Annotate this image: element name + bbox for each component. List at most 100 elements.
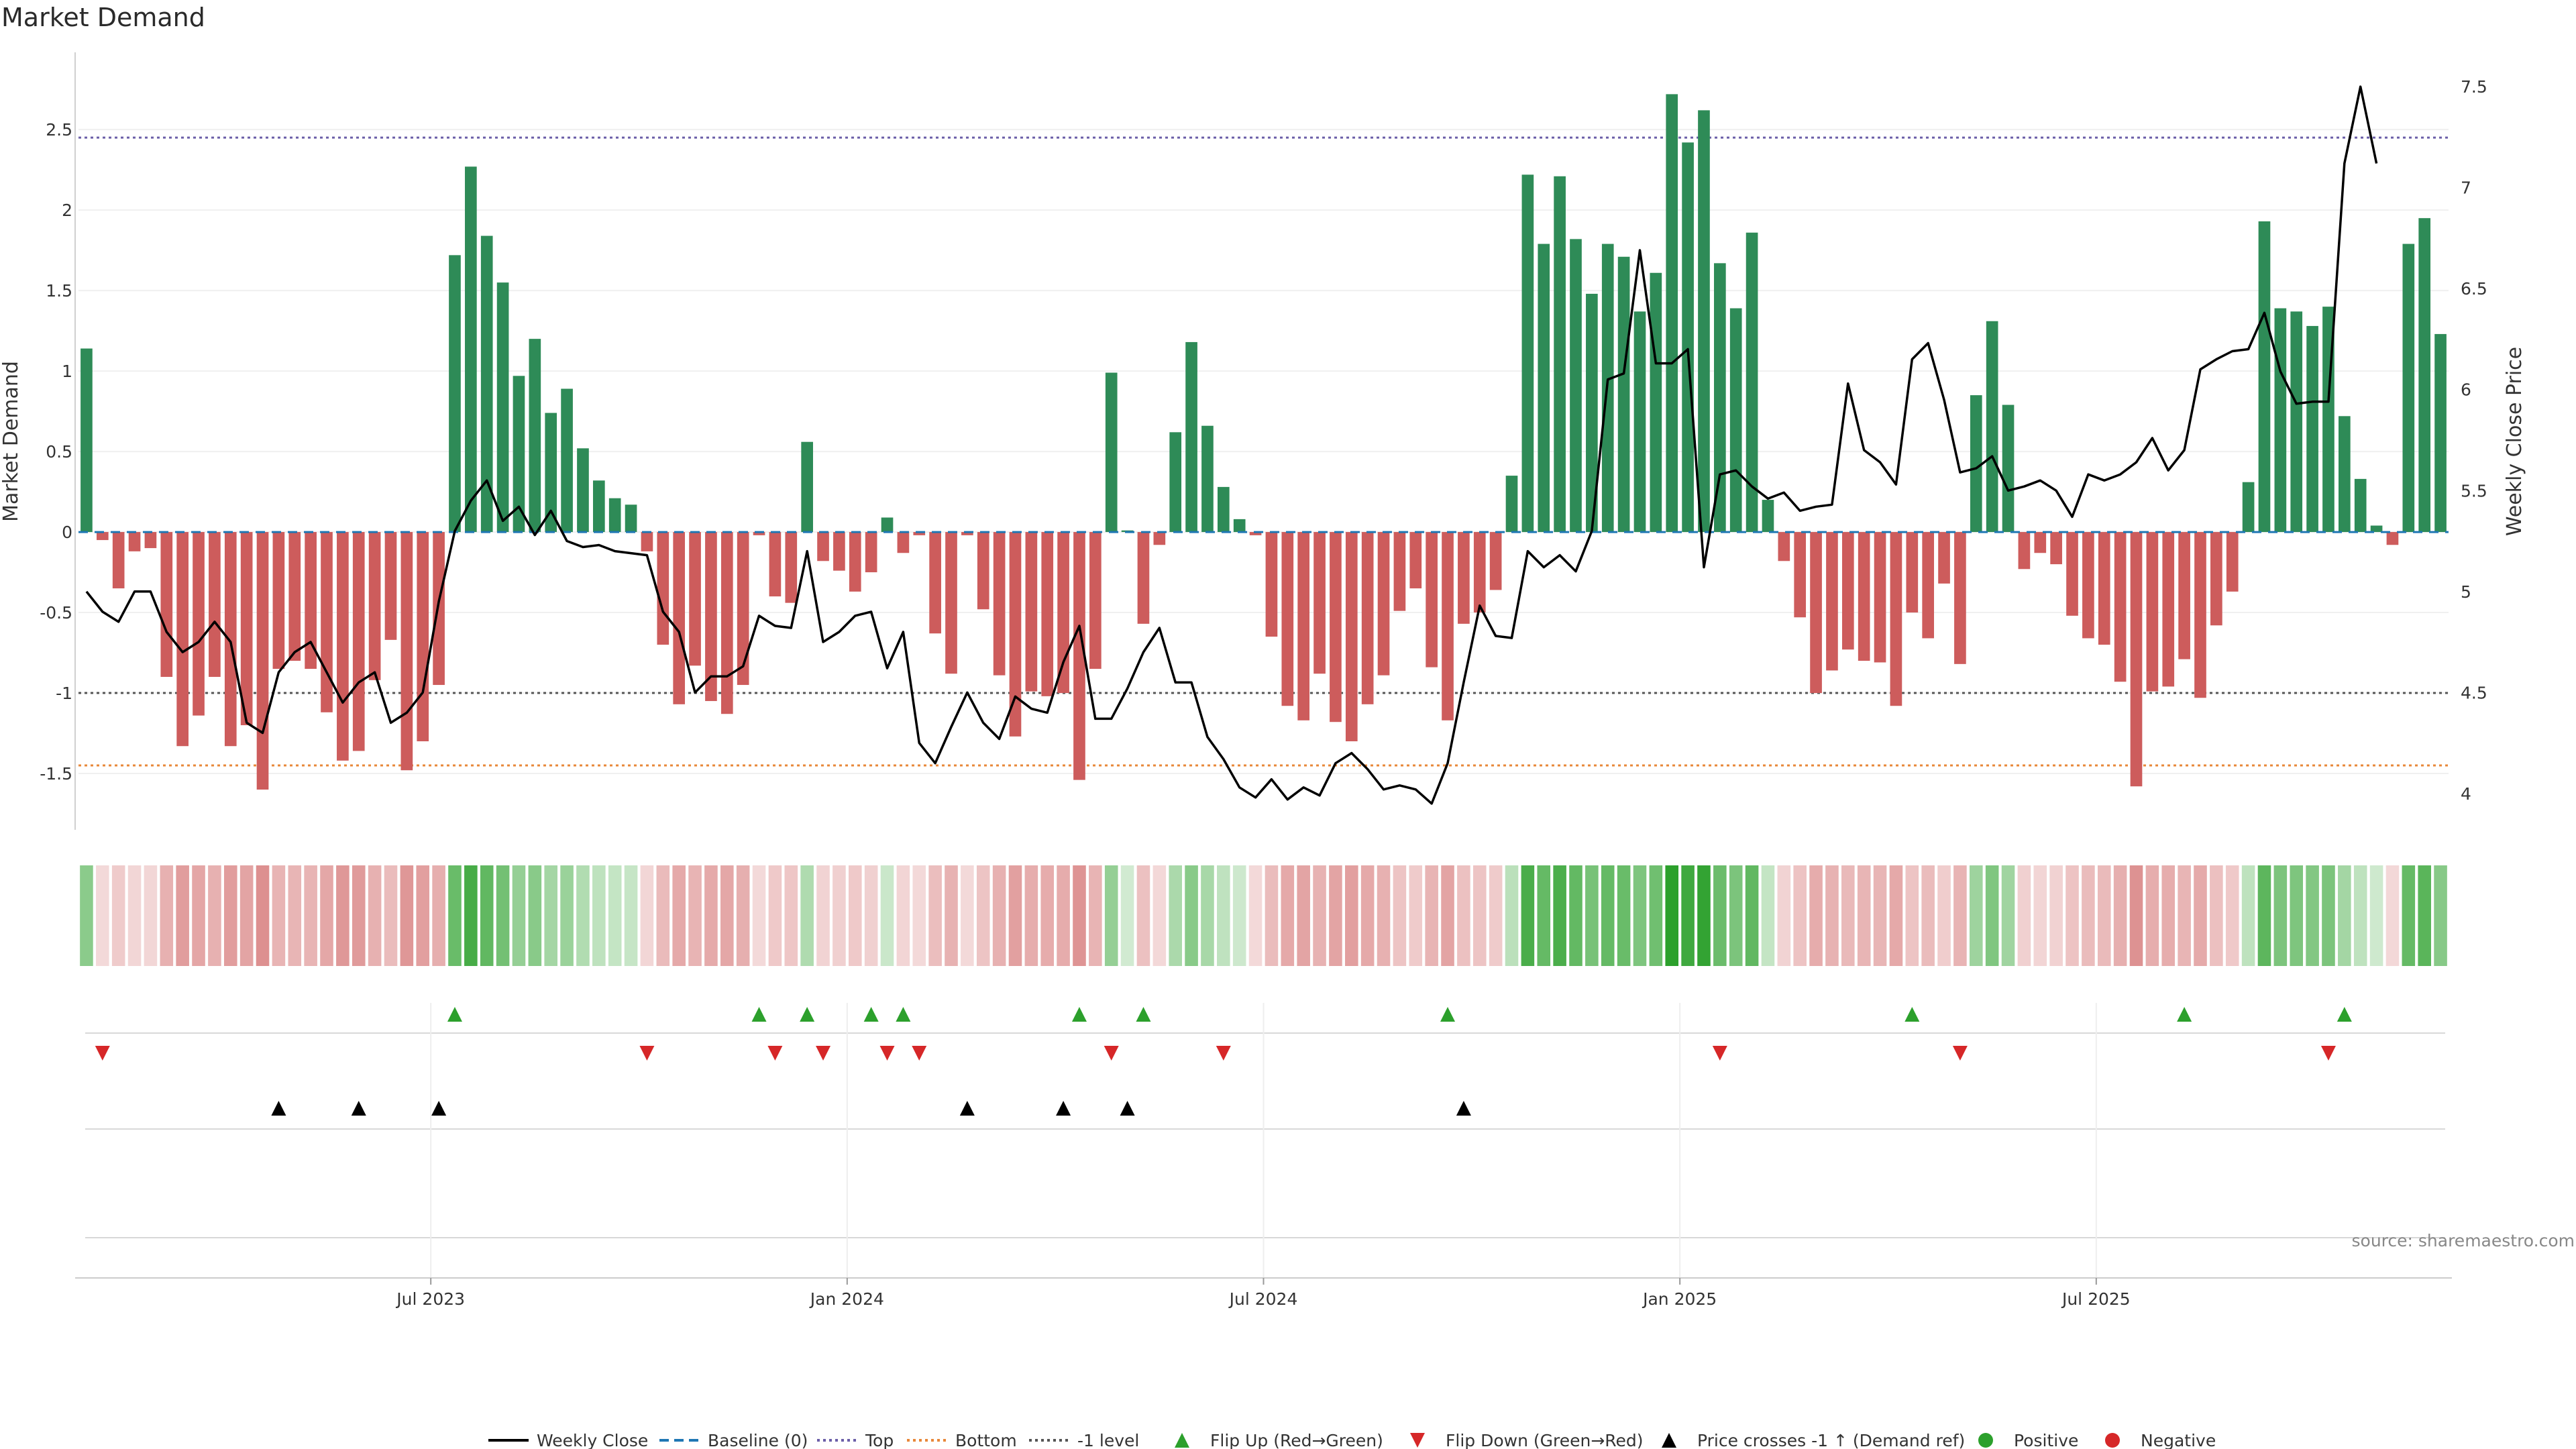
demand-bar [2034, 532, 2047, 553]
heat-strip-cell [1809, 865, 1823, 966]
heat-strip-cell [800, 865, 814, 966]
demand-bar [1426, 532, 1438, 667]
heat-strip-cell [1489, 865, 1503, 966]
demand-bar [1746, 232, 1758, 533]
demand-bar [1281, 532, 1294, 706]
demand-bar [705, 532, 717, 702]
demand-bar [865, 532, 877, 573]
heat-strip-cell [576, 865, 590, 966]
heat-strip-cell [1409, 865, 1423, 966]
heat-strip-cell [1073, 865, 1086, 966]
x-tick-label: Jul 2025 [2061, 1289, 2131, 1309]
demand-bar [352, 532, 365, 751]
demand-bar [1201, 425, 1214, 533]
demand-bar [2178, 532, 2190, 659]
flip-up-marker [1904, 1007, 1920, 1022]
heat-strip-cell [864, 865, 878, 966]
demand-bar [176, 532, 189, 747]
demand-bar [417, 532, 429, 742]
demand-bar [2226, 532, 2239, 592]
flip-down-marker [1952, 1046, 1968, 1061]
heat-strip-cell [1024, 865, 1038, 966]
demand-bar [224, 532, 237, 747]
heat-strip-cell [1201, 865, 1214, 966]
demand-bar [513, 376, 525, 533]
demand-bar [256, 532, 269, 790]
heat-strip-cell [1649, 865, 1663, 966]
heat-strip-cell [2178, 865, 2191, 966]
flip-up-marker [1071, 1007, 1087, 1022]
demand-bar [1458, 532, 1470, 624]
demand-bar [1666, 94, 1678, 533]
legend-swatch-tri-up-black [1662, 1433, 1676, 1448]
demand-bar [209, 532, 221, 678]
demand-bar [561, 388, 573, 533]
y-tick-label: -1.5 [40, 764, 72, 784]
flip-up-marker [1136, 1007, 1151, 1022]
demand-bar [577, 448, 589, 533]
heat-strip-cell [2225, 865, 2239, 966]
demand-bar [529, 339, 541, 533]
y-tick-label: 2 [62, 201, 72, 220]
demand-bar [1330, 532, 1342, 722]
heat-strip-cell [1136, 865, 1150, 966]
heat-strip-cell [2161, 865, 2176, 966]
heat-strip-cell [896, 865, 910, 966]
demand-bar [433, 532, 445, 686]
flip-up-marker [896, 1007, 911, 1022]
heat-strip-cell [512, 865, 526, 966]
demand-bar [144, 532, 157, 549]
heat-strip-cell [720, 865, 734, 966]
flip-up-marker [800, 1007, 815, 1022]
demand-bar [1393, 532, 1406, 611]
heat-strip-cell [816, 865, 830, 966]
y2-tick-label: 4 [2461, 784, 2471, 804]
heat-strip-cell [784, 865, 798, 966]
heat-strip-cell [432, 865, 445, 966]
heat-strip-cell [2257, 865, 2271, 966]
heat-strip-cell [1761, 865, 1775, 966]
demand-bar [1970, 395, 1982, 533]
heat-strip-cell [704, 865, 718, 966]
heat-strip-cell [1008, 865, 1022, 966]
demand-bar [2114, 532, 2127, 682]
source-label: source: sharemaestro.com [2352, 1231, 2575, 1250]
y2-tick-label: 4.5 [2461, 683, 2487, 702]
heat-strip-cell [480, 865, 494, 966]
heat-strip-cell [2113, 865, 2127, 966]
heat-strip-cell [368, 865, 382, 966]
y-tick-label: 1 [62, 362, 72, 381]
y2-tick-label: 5 [2461, 582, 2471, 602]
y2-tick-label: 5.5 [2461, 481, 2487, 500]
demand-bar [2418, 218, 2431, 533]
demand-bar [2434, 333, 2447, 533]
demand-bar [321, 532, 333, 712]
heat-strip-cell [672, 865, 686, 966]
heat-strip-cell [736, 865, 750, 966]
demand-bar [96, 532, 109, 541]
demand-bar [592, 480, 605, 533]
heat-strip-cell [2241, 865, 2255, 966]
demand-bar [833, 532, 845, 571]
demand-bar [465, 166, 477, 533]
demand-bar [1089, 532, 1102, 669]
heat-strip-cell [992, 865, 1006, 966]
demand-bar [1810, 532, 1822, 694]
heat-strip-cell [1040, 865, 1055, 966]
legend-label: Flip Up (Red→Green) [1210, 1431, 1383, 1449]
demand-bar [2242, 482, 2255, 533]
demand-bar [913, 532, 926, 535]
heat-strip-cell [1457, 865, 1470, 966]
heat-strip-cell [1841, 865, 1855, 966]
y-tick-label: 0.5 [46, 442, 72, 462]
legend-swatch-tri-up-green [1175, 1433, 1189, 1448]
demand-bar [1265, 532, 1278, 637]
heat-strip-cell [1681, 865, 1695, 966]
heat-strip-cell [688, 865, 702, 966]
flip-down-marker [1216, 1046, 1231, 1061]
demand-bar [2130, 532, 2143, 787]
legend-swatch-tri-down-red [1410, 1433, 1425, 1448]
heat-strip-cell [560, 865, 574, 966]
demand-bar [1105, 372, 1118, 533]
y-tick-label: -0.5 [40, 603, 72, 623]
